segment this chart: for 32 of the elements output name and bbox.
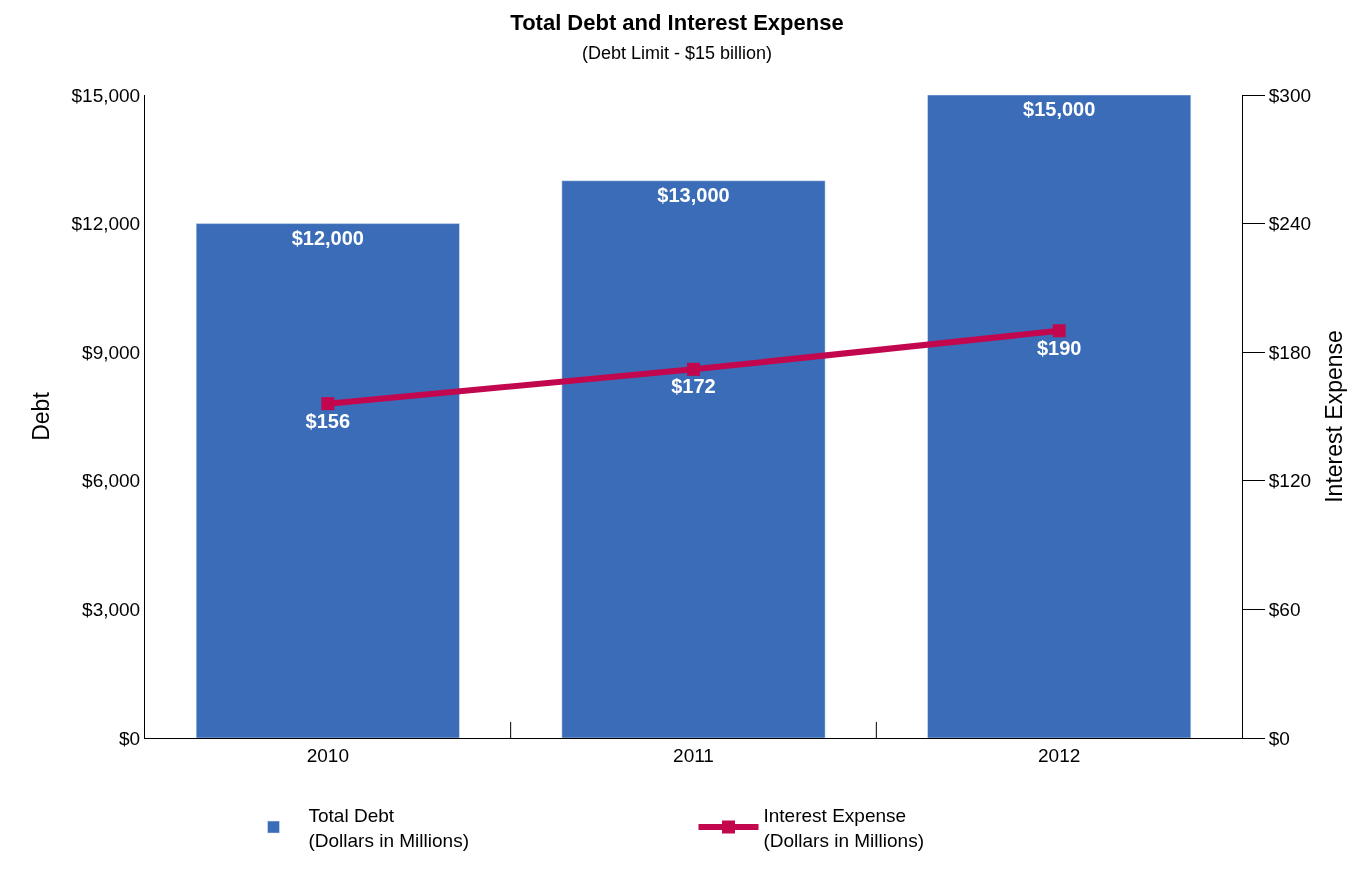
data-label: $172	[671, 375, 716, 398]
data-label: $13,000	[657, 183, 730, 206]
x-tick-label: 2010	[306, 744, 349, 766]
data-label: $156	[305, 409, 351, 432]
y2-axis-title: Interest Expense	[1320, 330, 1347, 503]
y2-tick-label: $300	[1268, 84, 1312, 106]
y-tick-label: $6,000	[82, 470, 141, 492]
legend-label: Total Debt (Dollars in Millions)	[308, 805, 469, 851]
point	[687, 362, 700, 376]
legend-label: Interest Expense (Dollars in Millions)	[763, 805, 924, 851]
x-tick-label: 2011	[673, 744, 714, 766]
data-label: $15,000	[1023, 98, 1096, 120]
y-tick-label: $9,000	[82, 341, 141, 363]
y2-tick-label: $60	[1268, 599, 1301, 621]
bar	[195, 223, 460, 738]
y2-tick-label: $120	[1268, 470, 1312, 492]
y2-tick-label: $180	[1268, 341, 1312, 363]
y-tick-label: $0	[119, 727, 141, 749]
data-label: $190	[1036, 336, 1082, 359]
bar	[927, 95, 1192, 738]
chart-title: Total Debt and Interest Expense	[510, 10, 844, 36]
point	[1052, 324, 1066, 338]
chart-subtitle: (Debt Limit - $15 billion)	[581, 43, 773, 64]
data-label: $12,000	[291, 226, 364, 249]
y-tick-label: $3,000	[82, 599, 141, 621]
x-tick-label: 2012	[1038, 744, 1081, 766]
y-axis-title: Debt	[27, 391, 54, 441]
y2-tick-label: $0	[1268, 727, 1290, 749]
point	[321, 397, 335, 411]
y2-tick-label: $240	[1268, 213, 1312, 235]
y-tick-label: $12,000	[71, 213, 141, 235]
y-tick-label: $15,000	[71, 84, 141, 106]
